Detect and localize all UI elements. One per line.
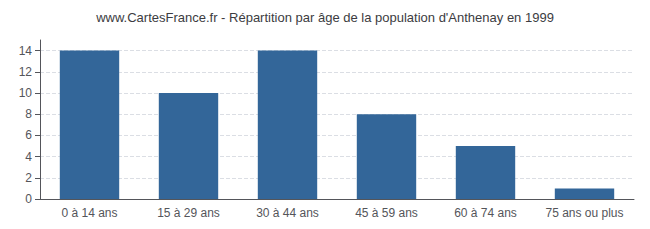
svg-text:12: 12 [19,65,33,79]
svg-text:15 à 29 ans: 15 à 29 ans [157,206,220,220]
svg-text:4: 4 [25,150,32,164]
svg-text:2: 2 [25,171,32,185]
svg-text:www.CartesFrance.fr - Répartit: www.CartesFrance.fr - Répartition par âg… [95,10,554,25]
svg-text:8: 8 [25,107,32,121]
svg-text:0: 0 [25,192,32,206]
svg-text:60 à 74 ans: 60 à 74 ans [454,206,517,220]
svg-text:6: 6 [25,128,32,142]
svg-text:45 à 59 ans: 45 à 59 ans [355,206,418,220]
svg-text:10: 10 [19,86,33,100]
svg-text:75 ans ou plus: 75 ans ou plus [545,206,623,220]
svg-text:0 à 14 ans: 0 à 14 ans [61,206,117,220]
svg-text:14: 14 [19,44,33,58]
svg-text:30 à 44 ans: 30 à 44 ans [256,206,319,220]
